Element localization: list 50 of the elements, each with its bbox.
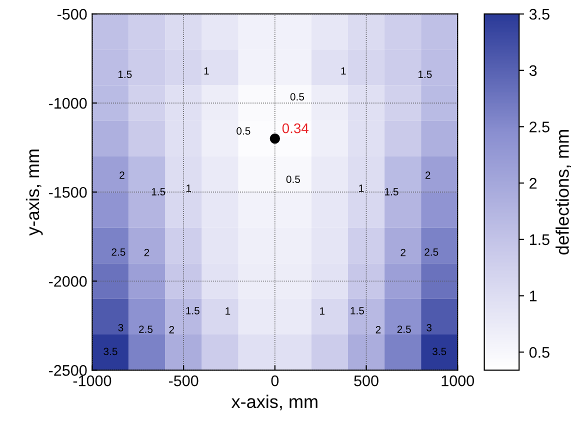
y-tick-label: -2500 bbox=[48, 365, 87, 376]
y-tick-label: -2000 bbox=[48, 276, 87, 287]
annotation: 1 bbox=[226, 307, 230, 315]
x-tick-label: -500 bbox=[168, 375, 198, 386]
annotation: 2 bbox=[376, 326, 381, 334]
annotation: 0.34 bbox=[282, 123, 308, 134]
annotation: 0.5 bbox=[290, 93, 304, 100]
color-bar-label: 3.5 bbox=[529, 8, 550, 20]
annotation: 1.5 bbox=[385, 188, 398, 196]
color-bar-label: 0.5 bbox=[529, 346, 550, 358]
y-axis-title: y-axis, mm bbox=[26, 150, 43, 236]
x-tick-label: -1000 bbox=[73, 375, 112, 386]
annotation: 3.5 bbox=[104, 348, 118, 356]
color-bar-label: 3 bbox=[529, 65, 537, 76]
annotation: 3.5 bbox=[432, 348, 446, 356]
annotation: 2.5 bbox=[424, 248, 438, 256]
color-bar-label: 1.5 bbox=[530, 234, 550, 246]
color-bar-label: 2 bbox=[530, 178, 537, 189]
annotation: 2.5 bbox=[112, 248, 126, 256]
y-tick-label: -1000 bbox=[48, 98, 87, 109]
annotation: 3 bbox=[118, 324, 124, 332]
annotation: 2 bbox=[400, 248, 406, 256]
annotation: 2 bbox=[169, 326, 174, 334]
annotation: 2.5 bbox=[397, 326, 411, 333]
annotation: 2 bbox=[425, 172, 430, 179]
annotation: 2.5 bbox=[139, 326, 153, 333]
annotation: 2 bbox=[120, 172, 124, 179]
y-tick-label: -1500 bbox=[48, 186, 87, 198]
color-bar-label: 1 bbox=[530, 290, 537, 302]
x-tick-label: 0 bbox=[271, 375, 279, 386]
color-bar-title: deflections, mm bbox=[556, 130, 572, 255]
x-axis-title: x-axis, mm bbox=[231, 394, 318, 410]
x-tick-label: 500 bbox=[354, 375, 378, 386]
annotation: 3 bbox=[426, 324, 432, 332]
x-tick-label: 1000 bbox=[442, 375, 474, 386]
annotation: 2 bbox=[144, 248, 150, 256]
annotation: 1.5 bbox=[350, 307, 364, 314]
color-bar-label: 2.5 bbox=[530, 122, 550, 132]
annotation: 0.5 bbox=[286, 176, 300, 183]
annotation: 1.5 bbox=[118, 70, 132, 78]
y-tick-label: -500 bbox=[57, 8, 87, 20]
annotation: 1 bbox=[341, 67, 346, 75]
annotation: 0.5 bbox=[236, 127, 250, 135]
annotation: 1 bbox=[204, 67, 209, 75]
annotation: 1 bbox=[359, 184, 364, 192]
annotation: 1.5 bbox=[418, 70, 432, 78]
annotation: 1.5 bbox=[186, 307, 200, 314]
annotation: 1 bbox=[320, 307, 325, 315]
annotation: 1.5 bbox=[152, 188, 166, 196]
annotation: 1 bbox=[186, 184, 192, 192]
